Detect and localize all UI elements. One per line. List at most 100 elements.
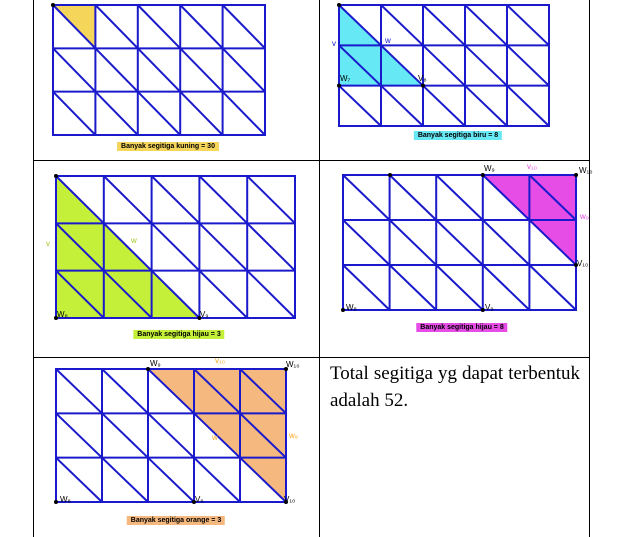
g-orange-vertex-dot [54,500,58,504]
g-kuning-diag [52,4,97,50]
label-orange-v9: V₉ [195,495,204,504]
label-biru-v: v [332,39,336,48]
g-hijau-vertex-dot [197,316,202,320]
g-orange-diag [55,412,103,459]
g-kuning-outline [52,4,266,136]
label-orange-v10: v₁₀ [215,356,226,365]
label-orange-w8: W₈ [60,495,71,504]
g-magenta-diag [528,264,577,311]
label-magenta-w9b: w₉ [580,212,589,221]
g-biru-diag [338,44,382,87]
g-kuning-diag [221,47,266,93]
g-biru-diag [338,4,382,47]
g-orange-diag [101,368,149,415]
g-hijau-diag [150,175,201,225]
g-magenta-diag [388,264,437,311]
g-orange-diag [101,456,149,503]
g-biru-diag [338,84,382,127]
label-orange-w9: W₉ [150,359,161,368]
g-hijau-diag [103,175,153,225]
g-biru-diag [464,44,508,87]
g-kuning-diag [179,4,224,50]
g-magenta-vertex-dot [388,173,392,177]
g-orange-vertex-dot [146,367,150,371]
g-orange-diag [193,412,241,459]
label-orange-w10: W₁₀ [286,360,300,369]
g-kuning-diag [94,90,139,136]
g-kuning-diag [52,47,97,93]
g-kuning-diag [179,47,224,93]
table-row-divider-1 [33,160,590,161]
g-orange-diag [147,412,195,459]
g-magenta-diag [528,219,577,266]
label-biru-w7: W₇ [340,74,351,83]
g-magenta-vertex-dot [480,308,485,312]
label-biru-v8: V₈ [418,74,427,83]
label-orange-v10b: V₁₀ [284,495,296,504]
g-magenta-diag [482,219,531,266]
caption-hijau: Banyak segitiga hijau = 3 [133,330,225,339]
g-orange-diag [55,368,103,415]
g-biru-outline [338,4,550,127]
g-kuning-vertex-dot [51,3,55,7]
g-hijau-diag [246,269,296,319]
g-orange-vertex-dot [284,500,288,504]
g-kuning-diag [94,4,139,50]
g-orange-diag [147,368,195,415]
caption-orange: Banyak segitiga orange = 3 [126,516,226,525]
g-hijau-diag [150,269,201,319]
label-orange-w: w [212,433,218,442]
table-border-left [33,0,34,537]
g-orange-diag [147,456,195,503]
g-kuning-diag [52,90,97,136]
g-orange-diag [193,456,241,503]
g-biru-diag [464,84,508,127]
label-hijau-v9: V₉ [200,310,209,319]
g-orange-diag [239,412,287,459]
g-magenta-diag [388,174,437,221]
g-magenta-diag [435,174,484,221]
g-hijau-diag [55,222,105,272]
g-magenta-outline [342,174,577,311]
label-biru-w: w [385,36,391,45]
g-hijau-diag [198,269,248,319]
g-hijau-vertex-dot [54,316,58,320]
g-biru-diag [422,4,466,47]
g-kuning-diag [221,4,266,50]
g-orange-diag [55,456,103,503]
label-orange-w9b: w₉ [289,431,298,440]
g-orange-diag [101,412,149,459]
g-magenta-vertex-dot [480,173,485,177]
g-kuning-diag [137,47,181,93]
caption-biru: Banyak segitiga biru = 8 [413,131,503,140]
g-hijau-diag [55,175,105,225]
g-kuning-diag [137,90,181,136]
label-magenta-w9: W₉ [484,164,495,173]
g-orange-diag [239,456,287,503]
g-hijau-vertex-dot [54,174,58,178]
g-kuning-diag [179,90,224,136]
g-hijau-diag [103,269,153,319]
g-orange-diag [239,368,287,415]
g-magenta-vertex-dot [574,173,578,177]
g-hijau-diag [198,175,248,225]
caption-magenta: Banyak segitiga hijau = 8 [416,323,508,332]
g-biru-vertex-dot [421,83,425,88]
g-biru-vertex-dot [337,83,341,88]
label-magenta-v9: V₉ [485,303,494,312]
g-magenta-diag [388,219,437,266]
g-magenta-diag [435,219,484,266]
g-magenta-vertex-dot [574,263,578,267]
g-kuning-diag [94,47,139,93]
g-hijau-outline [55,175,296,319]
label-magenta-w10: W₁₀ [579,166,593,175]
